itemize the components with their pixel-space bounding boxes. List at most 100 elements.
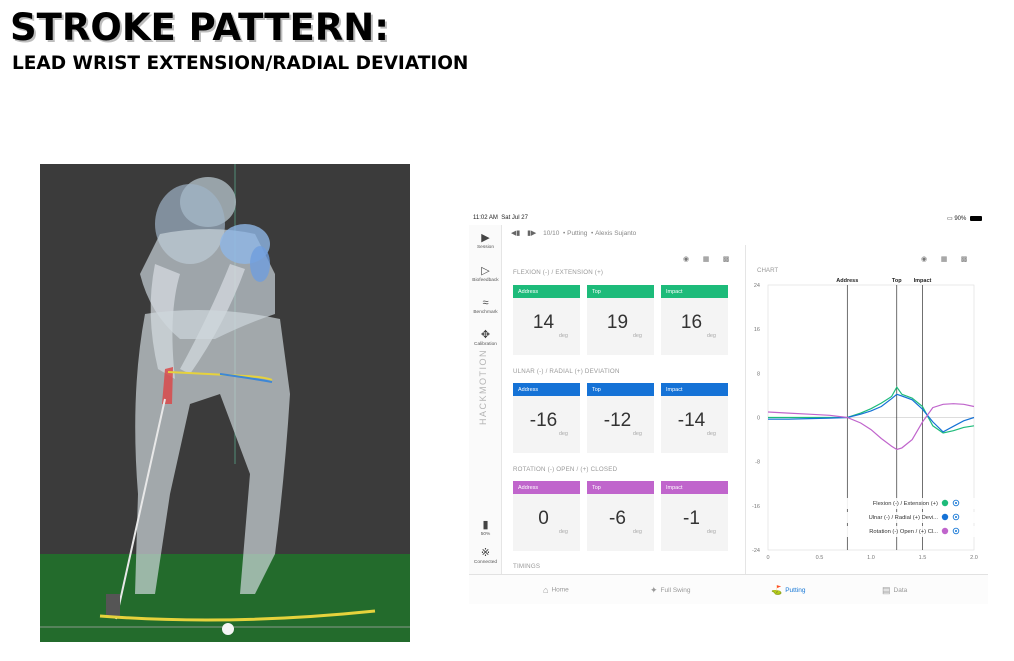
eye-icon bbox=[952, 499, 960, 507]
metric-card-rotation-top[interactable]: Top -6 deg bbox=[587, 481, 654, 551]
legend-backdrop bbox=[826, 526, 984, 537]
sidebar-label: Biofeedback bbox=[472, 278, 499, 283]
y-tick-label: -8 bbox=[755, 460, 760, 466]
x-tick-label: 1.0 bbox=[867, 555, 875, 561]
home-icon: ⌂ bbox=[543, 585, 549, 595]
y-tick-label: 0 bbox=[757, 416, 760, 422]
card-unit: deg bbox=[706, 529, 716, 535]
eye-icon[interactable]: ◉ bbox=[682, 256, 690, 263]
card-value: 14 bbox=[532, 312, 555, 333]
metric-card-deviation-top[interactable]: Top -12 deg bbox=[587, 383, 654, 453]
player-name: Alexis Sujanto bbox=[595, 230, 637, 237]
skip-back-icon[interactable]: ◀▮ bbox=[511, 230, 521, 237]
card-head: Top bbox=[587, 481, 654, 494]
chart-view-controls: ◉ ▦ ▩ bbox=[914, 255, 974, 263]
sidebar-item-biofeedback[interactable]: ▷ Biofeedback bbox=[469, 265, 502, 283]
y-tick-label: 24 bbox=[754, 283, 760, 289]
legend-label: Ulnar (-) / Radial (+) Devi... bbox=[869, 515, 939, 521]
slide-subtitle: LEAD WRIST EXTENSION/RADIAL DEVIATION bbox=[12, 53, 469, 74]
card-unit: deg bbox=[632, 431, 642, 437]
eye-icon[interactable]: ◉ bbox=[920, 256, 928, 263]
metric-card-flexion-impact[interactable]: Impact 16 deg bbox=[661, 285, 728, 355]
move-icon: ✥ bbox=[480, 329, 491, 341]
y-tick-label: 8 bbox=[757, 371, 760, 377]
metric-card-deviation-address[interactable]: Address -16 deg bbox=[513, 383, 580, 453]
card-unit: deg bbox=[706, 431, 716, 437]
series-line bbox=[767, 403, 975, 451]
metric-card-flexion-address[interactable]: Address 14 deg bbox=[513, 285, 580, 355]
card-unit: deg bbox=[706, 333, 716, 339]
tab-full-swing[interactable]: ✦ Full Swing bbox=[650, 585, 691, 596]
card-head: Top bbox=[587, 383, 654, 396]
sensor-battery-icon: ▮ bbox=[482, 519, 489, 531]
event-marker-label: Address bbox=[836, 278, 858, 284]
play-circle-icon: ▶ bbox=[481, 232, 490, 244]
line-chart: 24 16 8 0 -8 -16 -24 0 0.5 1.0 1.5 2.0 Address Top Imp… bbox=[752, 278, 984, 561]
legend-backdrop bbox=[826, 512, 984, 523]
x-tick-label: 0.5 bbox=[816, 555, 824, 561]
card-head: Impact bbox=[661, 285, 728, 298]
status-battery: ▭ 90% bbox=[947, 215, 982, 222]
section-label-deviation: ULNAR (-) / RADIAL (+) DEVIATION bbox=[513, 368, 620, 375]
metrics-panel: ◉ ▦ ▩ FLEXION (-) / EXTENSION (+) Address … bbox=[502, 245, 745, 574]
card-head: Address bbox=[513, 383, 580, 396]
card-unit: deg bbox=[558, 333, 568, 339]
image-icon[interactable]: ▩ bbox=[960, 256, 968, 263]
sidebar-label: Session bbox=[476, 245, 495, 250]
card-value: -1 bbox=[683, 508, 700, 529]
battery-icon bbox=[970, 215, 982, 221]
golfer-icon: ✦ bbox=[650, 585, 658, 595]
card-head: Impact bbox=[661, 481, 728, 494]
card-value: 19 bbox=[606, 312, 629, 333]
event-marker-label: Top bbox=[892, 278, 902, 284]
tab-home[interactable]: ⌂ Home bbox=[543, 585, 569, 595]
x-tick-label: 0 bbox=[766, 555, 769, 561]
event-marker-label: Impact bbox=[914, 278, 932, 284]
card-head: Address bbox=[513, 481, 580, 494]
data-icon: ▤ bbox=[882, 585, 891, 595]
card-unit: deg bbox=[558, 431, 568, 437]
legend-label: Rotation (-) Open / (+) Cl... bbox=[869, 529, 938, 535]
skip-forward-icon[interactable]: ▮▶ bbox=[527, 230, 537, 237]
metric-card-rotation-address[interactable]: Address 0 deg bbox=[513, 481, 580, 551]
image-icon[interactable]: ▩ bbox=[722, 256, 730, 263]
tab-data[interactable]: ▤ Data bbox=[882, 585, 907, 596]
section-label-rotation: ROTATION (-) OPEN / (+) CLOSED bbox=[513, 466, 618, 473]
status-clock: 11:02 AM bbox=[473, 215, 498, 221]
chart-panel: ◉ ▦ ▩ CHART 24 16 8 0 -8 -16 -24 0 0.5 1.0 1.5 2.0 Add… bbox=[745, 245, 988, 574]
metric-card-rotation-impact[interactable]: Impact -1 deg bbox=[661, 481, 728, 551]
status-date: Sat Jul 27 bbox=[501, 215, 528, 221]
session-mode: Putting bbox=[567, 230, 588, 237]
grid-icon[interactable]: ▦ bbox=[940, 256, 948, 263]
putter-icon: ⛳ bbox=[771, 585, 783, 595]
sidebar-item-calibration[interactable]: ✥ Calibration bbox=[469, 329, 502, 347]
card-value: -14 bbox=[677, 410, 706, 431]
swing-counter: 10/10 bbox=[543, 230, 560, 237]
metric-card-deviation-impact[interactable]: Impact -14 deg bbox=[661, 383, 728, 453]
card-head: Impact bbox=[661, 383, 728, 396]
sidebar-item-connected[interactable]: ※ Connected bbox=[469, 547, 502, 565]
legend-label: Flexion (-) / Extension (+) bbox=[873, 501, 938, 507]
golfer-illustration bbox=[40, 164, 410, 642]
tab-label: Putting bbox=[785, 587, 806, 595]
section-label-flexion: FLEXION (-) / EXTENSION (+) bbox=[513, 269, 604, 276]
legend-swatch bbox=[941, 527, 949, 535]
card-unit: deg bbox=[558, 529, 568, 535]
sidebar-label: Benchmark bbox=[473, 310, 498, 315]
sidebar-item-benchmark[interactable]: ≈ Benchmark bbox=[469, 297, 502, 315]
sidebar: ▶ Session ▷ Biofeedback ≈ Benchmark ✥ Ca… bbox=[469, 225, 502, 574]
card-value: -12 bbox=[603, 410, 632, 431]
sidebar-label: Connected bbox=[473, 560, 498, 565]
battery-percent: 90% bbox=[954, 216, 967, 222]
grid-icon[interactable]: ▦ bbox=[702, 256, 710, 263]
card-head: Address bbox=[513, 285, 580, 298]
eye-pupil bbox=[955, 530, 957, 532]
legend-swatch bbox=[941, 499, 949, 507]
eye-icon bbox=[952, 513, 960, 521]
metric-card-flexion-top[interactable]: Top 19 deg bbox=[587, 285, 654, 355]
tab-putting[interactable]: ⛳ Putting bbox=[771, 585, 805, 596]
tab-label: Data bbox=[893, 587, 908, 595]
tab-bar: ⌂ Home ✦ Full Swing ⛳ Putting ▤ Data bbox=[469, 574, 988, 604]
sidebar-item-session[interactable]: ▶ Session bbox=[469, 232, 502, 250]
card-value: 16 bbox=[680, 312, 703, 333]
